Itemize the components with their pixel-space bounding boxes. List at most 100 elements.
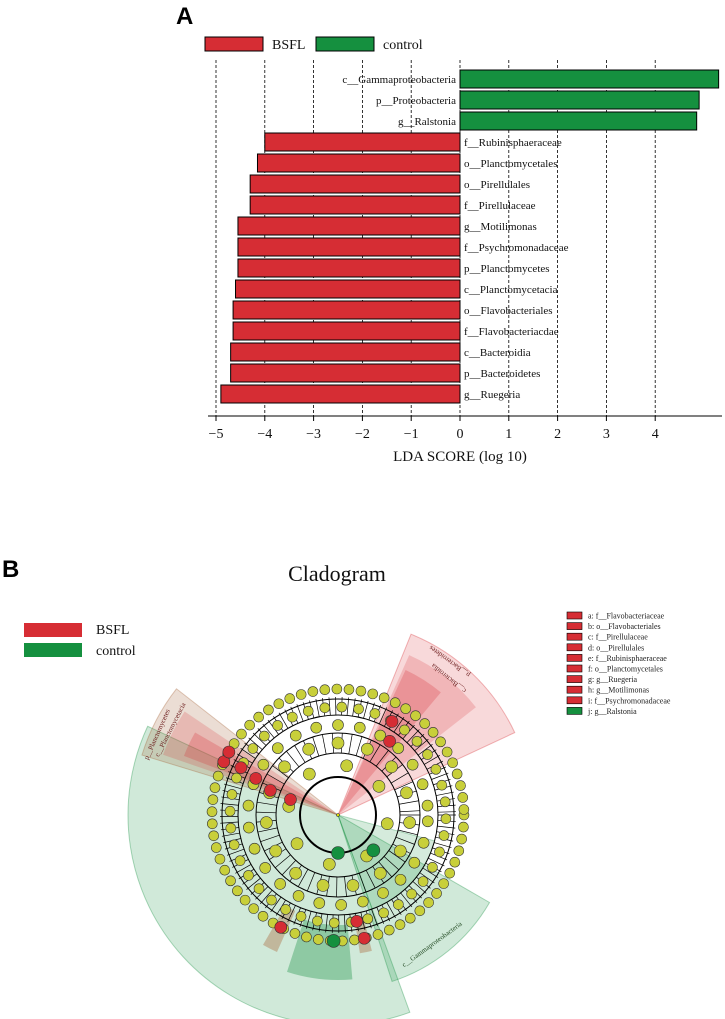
clade-node (406, 888, 417, 900)
clade-node (377, 887, 389, 899)
clade-node (353, 703, 364, 715)
clade-node (427, 727, 439, 738)
lda-bar (220, 384, 461, 404)
clade-node (438, 830, 450, 841)
branch-line (399, 810, 420, 813)
clado-legend-swatch-control (24, 643, 82, 657)
branch-line (281, 860, 296, 876)
clade-node (272, 720, 283, 731)
clade-node (439, 796, 451, 808)
branch-line (398, 800, 419, 805)
lda-bar-label: p__Planctomycetes (464, 263, 550, 275)
branch-line (306, 872, 316, 892)
branch-line (437, 811, 456, 813)
clade-node (236, 728, 247, 740)
clade-node (455, 780, 466, 791)
x-tick-label: −1 (404, 427, 419, 442)
clade-node (400, 703, 411, 715)
clade-node (290, 837, 304, 850)
branch-line (406, 729, 420, 743)
panel-letter-b: B (2, 556, 19, 583)
clade-node (289, 729, 302, 742)
clade-node (210, 842, 222, 853)
branch-line (437, 825, 456, 829)
clade-node (374, 866, 387, 880)
x-axis-ticks: −5 −4 −3 −2 −1 0 1 2 3 4 (209, 416, 659, 442)
branch-line (365, 870, 376, 889)
lda-bar-label: c__Bacteroidia (464, 347, 531, 359)
key-entry: i: f__Psychromonadaceae (588, 696, 671, 705)
clade-node (453, 845, 465, 857)
key-swatch (566, 654, 583, 662)
key-entry: d: o__Pirellulales (588, 643, 644, 652)
branch-line (322, 734, 327, 755)
lda-bar (459, 90, 700, 110)
sector-pirellulales (183, 732, 338, 815)
branch-line (240, 748, 256, 759)
key-entry: f: o__Planctomycetales (588, 665, 663, 674)
clade-node (431, 888, 442, 899)
clade-node (331, 736, 345, 750)
clade-node (346, 879, 360, 892)
branch-line (431, 772, 449, 780)
clade-node (340, 759, 353, 773)
clade-node (343, 684, 355, 695)
clade-node (228, 839, 240, 851)
clade-node (366, 843, 381, 858)
clade-node (242, 799, 255, 812)
lda-bar-label: f__Flavobacteriacdae (464, 326, 559, 338)
clade-node (280, 904, 291, 915)
clade-node (289, 866, 302, 880)
clade-node (456, 833, 467, 845)
clade-node (248, 903, 259, 914)
clade-node (427, 862, 438, 873)
clade-node (383, 734, 396, 748)
lda-x-axis: −5 −4 −3 −2 −1 0 1 2 3 4 LDA SCORE (log 10) (208, 415, 722, 465)
clade-node (355, 685, 367, 697)
clade-node (226, 789, 238, 800)
clade-node (319, 684, 331, 695)
lda-bar (235, 279, 461, 299)
panel-letter-a: A (176, 3, 193, 30)
x-tick-label: −4 (257, 427, 272, 442)
lda-bar-label: f__Psychromonadaceae (464, 242, 569, 254)
clado-legend-label-bsfl: BSFL (96, 623, 129, 638)
branch-line (260, 890, 273, 905)
clade-node (353, 721, 366, 734)
clade-node (302, 705, 314, 717)
lda-bar-label: o__Pirellulales (464, 179, 530, 191)
clade-node (264, 784, 277, 797)
branch-line (355, 736, 363, 756)
lda-bar (237, 237, 461, 257)
branch-line (378, 707, 388, 725)
clade-node (271, 742, 284, 754)
branch-line (221, 832, 240, 837)
sector-proteobacteria (127, 725, 411, 1019)
branch-line (363, 700, 369, 719)
clade-node (326, 934, 341, 948)
x-tick-label: 2 (554, 427, 561, 442)
clade-node (451, 768, 463, 780)
clade-node (244, 719, 255, 731)
x-tick-label: 4 (652, 427, 659, 442)
lda-bar-label: g__Motilimonas (464, 221, 537, 233)
clade-node (289, 928, 301, 939)
lda-bar (459, 111, 698, 131)
lda-bar (264, 132, 461, 152)
key-entry: g: g__Ruegeria (588, 675, 638, 684)
legend-swatch-control (315, 36, 375, 52)
key-swatch (566, 707, 583, 715)
clade-node (385, 760, 398, 774)
branch-line (286, 751, 300, 768)
branch-line (414, 738, 429, 751)
clade-node (247, 743, 259, 754)
clade-node (278, 760, 291, 774)
clade-node (224, 805, 236, 817)
lda-bar-label: f__Rubinisphaeraceae (464, 137, 562, 149)
branch-line (297, 869, 309, 887)
branch-line (344, 876, 347, 897)
clade-node (257, 758, 270, 771)
clade-node (207, 818, 218, 830)
